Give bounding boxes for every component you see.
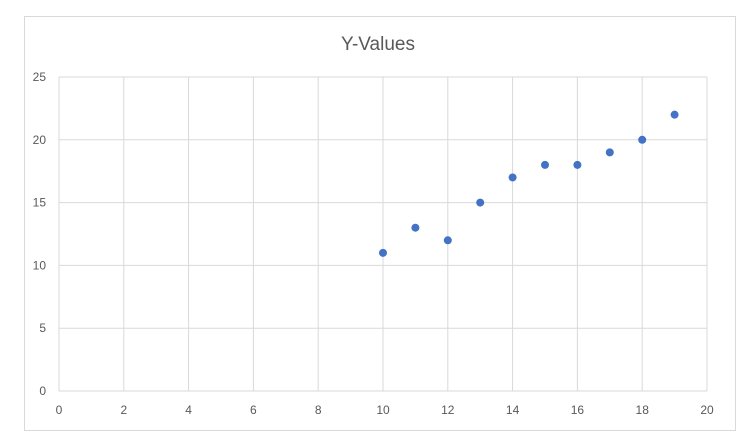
y-tick-label: 20 <box>33 133 47 147</box>
x-tick-label: 12 <box>441 403 455 417</box>
x-tick-label: 2 <box>120 403 127 417</box>
y-tick-label: 25 <box>33 70 47 84</box>
data-series <box>379 110 679 257</box>
data-point <box>638 135 647 144</box>
chart-title: Y-Values <box>341 34 415 55</box>
x-tick-label: 8 <box>315 403 322 417</box>
data-point <box>379 248 387 257</box>
data-point <box>411 223 420 232</box>
data-point <box>573 160 582 169</box>
x-tick-label: 14 <box>506 403 520 417</box>
y-tick-label: 5 <box>39 321 46 335</box>
x-tick-label: 0 <box>56 403 63 417</box>
data-point <box>443 236 452 245</box>
data-point <box>605 148 614 157</box>
y-tick-label: 0 <box>39 384 46 398</box>
y-axis-ticks: 0 5 10 15 20 25 <box>33 70 47 398</box>
data-point <box>476 198 485 207</box>
x-axis-ticks: 0 2 4 6 8 10 12 14 16 18 20 <box>56 403 714 417</box>
data-point <box>541 160 549 169</box>
chart-area <box>24 16 736 431</box>
x-tick-label: 6 <box>250 403 257 417</box>
data-point <box>670 110 679 119</box>
gridlines <box>58 76 708 392</box>
x-tick-label: 18 <box>636 403 650 417</box>
y-tick-label: 10 <box>33 258 47 272</box>
x-tick-label: 16 <box>571 403 585 417</box>
y-tick-label: 15 <box>33 196 47 210</box>
x-tick-label: 10 <box>376 403 390 417</box>
x-tick-label: 20 <box>700 403 714 417</box>
x-tick-label: 4 <box>185 403 192 417</box>
data-point <box>508 173 517 182</box>
